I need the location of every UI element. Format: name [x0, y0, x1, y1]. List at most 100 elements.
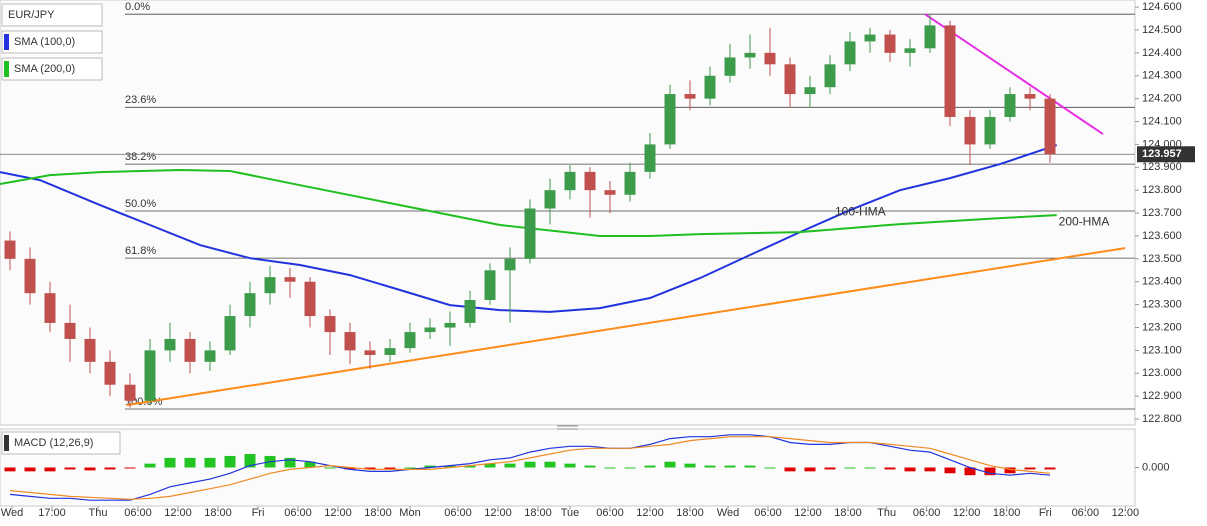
- x-tick-label: 06:00: [754, 507, 782, 519]
- macd-histogram-bar: [624, 467, 636, 469]
- y-tick-label: 123.500: [1142, 253, 1182, 265]
- macd-histogram-bar: [44, 467, 56, 472]
- x-tick-label: 06:00: [284, 507, 312, 519]
- legend-label: MACD (12,26,9): [14, 437, 93, 449]
- fib-label: 0.0%: [125, 1, 150, 13]
- macd-histogram-bar: [544, 461, 556, 468]
- candle-body: [604, 190, 616, 195]
- y-tick-label: 123.800: [1142, 184, 1182, 196]
- candle-body: [684, 94, 696, 99]
- y-tick-label: 124.200: [1142, 93, 1182, 105]
- x-tick-label: 12:00: [794, 507, 822, 519]
- macd-histogram-bar: [64, 467, 76, 470]
- candle-body: [244, 293, 256, 317]
- candle-body: [584, 171, 596, 191]
- fib-label: 23.6%: [125, 94, 156, 106]
- candle-body: [324, 316, 336, 333]
- x-tick-label: 06:00: [596, 507, 624, 519]
- y-tick-label: 123.000: [1142, 367, 1182, 379]
- x-tick-label: Fri: [1039, 507, 1052, 519]
- macd-histogram-bar: [404, 467, 416, 469]
- y-tick-label: 0.000: [1142, 461, 1170, 473]
- fib-label: 61.8%: [125, 245, 156, 257]
- y-tick-label: 123.200: [1142, 321, 1182, 333]
- macd-histogram-bar: [84, 467, 96, 471]
- y-tick-label: 123.700: [1142, 207, 1182, 219]
- candle-body: [204, 350, 216, 362]
- y-tick-label: 123.300: [1142, 299, 1182, 311]
- macd-histogram-bar: [1004, 467, 1016, 474]
- last-price-label: 123.957: [1142, 148, 1182, 160]
- macd-histogram-bar: [24, 467, 36, 472]
- candle-body: [124, 384, 136, 401]
- x-tick-label: Thu: [877, 507, 896, 519]
- macd-histogram-bar: [964, 467, 976, 476]
- x-tick-label: 18:00: [834, 507, 862, 519]
- candle-body: [944, 25, 956, 117]
- macd-histogram-bar: [104, 467, 116, 470]
- y-tick-label: 122.900: [1142, 390, 1182, 402]
- legend-swatch: [4, 61, 9, 77]
- legend-box: [1, 431, 121, 455]
- macd-histogram-bar: [1024, 467, 1036, 470]
- x-tick-label: Wed: [1, 507, 23, 519]
- macd-histogram-bar: [644, 465, 656, 468]
- candle-body: [504, 258, 516, 271]
- candle-body: [424, 327, 436, 333]
- candle-body: [624, 171, 636, 195]
- macd-histogram-bar: [464, 465, 476, 468]
- macd-histogram-bar: [724, 465, 736, 468]
- macd-histogram-bar: [984, 467, 996, 476]
- candle-body: [384, 348, 396, 355]
- macd-line: [9, 434, 1051, 501]
- macd-histogram-bar: [444, 465, 456, 468]
- candle-body: [24, 258, 36, 294]
- legend-title: EUR/JPY: [8, 9, 55, 21]
- candle-body: [484, 270, 496, 301]
- y-tick-label: 124.400: [1142, 47, 1182, 59]
- macd-histogram-bar: [784, 467, 796, 472]
- fib-label: 38.2%: [125, 151, 156, 163]
- macd-histogram-bar: [484, 463, 496, 468]
- macd-histogram-bar: [804, 467, 816, 472]
- x-tick-label: 17:00: [38, 507, 66, 519]
- x-tick-label: 18:00: [524, 507, 552, 519]
- macd-histogram-bar: [4, 467, 16, 472]
- fib-label: 50.0%: [125, 198, 156, 210]
- candle-body: [84, 338, 96, 362]
- legend-label: SMA (200,0): [14, 63, 75, 75]
- macd-histogram-bar: [384, 467, 396, 470]
- macd-histogram-bar: [1044, 467, 1056, 470]
- candle-body: [784, 64, 796, 95]
- x-tick-label: 18:00: [993, 507, 1021, 519]
- candle-body: [764, 52, 776, 65]
- series-label: 200-HMA: [1059, 214, 1110, 228]
- macd-histogram-bar: [244, 454, 256, 468]
- candle-body: [724, 57, 736, 76]
- candle-body: [1004, 94, 1016, 117]
- x-tick-label: Wed: [717, 507, 739, 519]
- x-tick-label: 18:00: [364, 507, 392, 519]
- macd-histogram-bar: [924, 467, 936, 472]
- legend-swatch: [4, 34, 9, 50]
- macd-histogram-bar: [224, 455, 236, 468]
- x-tick-label: Mon: [399, 507, 420, 519]
- y-tick-label: 124.500: [1142, 24, 1182, 36]
- candle-body: [964, 116, 976, 145]
- macd-histogram-bar: [364, 467, 376, 470]
- series-label: 100-HMA: [835, 204, 886, 218]
- candle-body: [924, 25, 936, 49]
- candle-body: [304, 281, 316, 317]
- macd-histogram-bar: [704, 465, 716, 468]
- last-price-box: [1137, 146, 1195, 163]
- candle-body: [284, 277, 296, 282]
- trend-line: [126, 247, 1126, 407]
- x-tick-label: 12:00: [636, 507, 664, 519]
- candle-body: [4, 240, 16, 259]
- candle-body: [104, 361, 116, 385]
- candle-body: [164, 338, 176, 351]
- candle-body: [1024, 94, 1036, 99]
- macd-histogram-bar: [584, 465, 596, 468]
- macd-histogram-bar: [124, 467, 136, 469]
- y-tick-label: 122.800: [1142, 413, 1182, 425]
